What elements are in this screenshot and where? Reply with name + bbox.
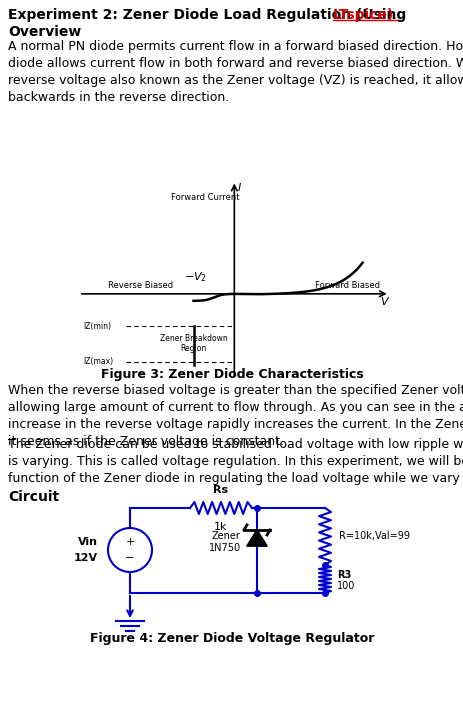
Text: Figure 3: Zener Diode Characteristics: Figure 3: Zener Diode Characteristics bbox=[100, 368, 363, 381]
Text: IZ(min): IZ(min) bbox=[82, 322, 111, 331]
Text: Figure 4: Zener Diode Voltage Regulator: Figure 4: Zener Diode Voltage Regulator bbox=[90, 632, 373, 645]
Text: Reverse Biased: Reverse Biased bbox=[108, 280, 173, 290]
Text: −: − bbox=[125, 553, 134, 563]
Text: 100: 100 bbox=[336, 581, 355, 591]
Text: I: I bbox=[237, 183, 240, 193]
Text: Overview: Overview bbox=[8, 25, 81, 39]
Text: $-V_2$: $-V_2$ bbox=[183, 270, 206, 284]
Polygon shape bbox=[246, 530, 266, 546]
Text: LTspice): LTspice) bbox=[332, 8, 394, 22]
Text: Zener
1N750: Zener 1N750 bbox=[208, 531, 240, 553]
Text: V: V bbox=[379, 297, 387, 307]
Text: 12V: 12V bbox=[74, 553, 98, 563]
Text: IZ(max): IZ(max) bbox=[82, 358, 113, 366]
Text: When the reverse biased voltage is greater than the specified Zener voltage, it : When the reverse biased voltage is great… bbox=[8, 384, 463, 448]
Text: Circuit: Circuit bbox=[8, 490, 59, 504]
Text: Forward Biased: Forward Biased bbox=[314, 280, 379, 290]
Text: Rs: Rs bbox=[213, 485, 228, 495]
Text: Experiment 2: Zener Diode Load Regulation (Using: Experiment 2: Zener Diode Load Regulatio… bbox=[8, 8, 410, 22]
Text: A normal PN diode permits current flow in a forward biased direction. However, a: A normal PN diode permits current flow i… bbox=[8, 40, 463, 104]
Text: The Zener diode can be used to stabilised load voltage with low ripple while the: The Zener diode can be used to stabilise… bbox=[8, 438, 463, 485]
Text: Vin: Vin bbox=[78, 537, 98, 547]
Text: Zener Breakdown
Region: Zener Breakdown Region bbox=[159, 333, 227, 353]
Text: +: + bbox=[125, 537, 134, 547]
Text: R3: R3 bbox=[336, 570, 350, 580]
Text: Forward Current: Forward Current bbox=[170, 193, 239, 202]
Text: R=10k,Val=99: R=10k,Val=99 bbox=[338, 532, 409, 542]
Text: 1k: 1k bbox=[214, 522, 227, 532]
